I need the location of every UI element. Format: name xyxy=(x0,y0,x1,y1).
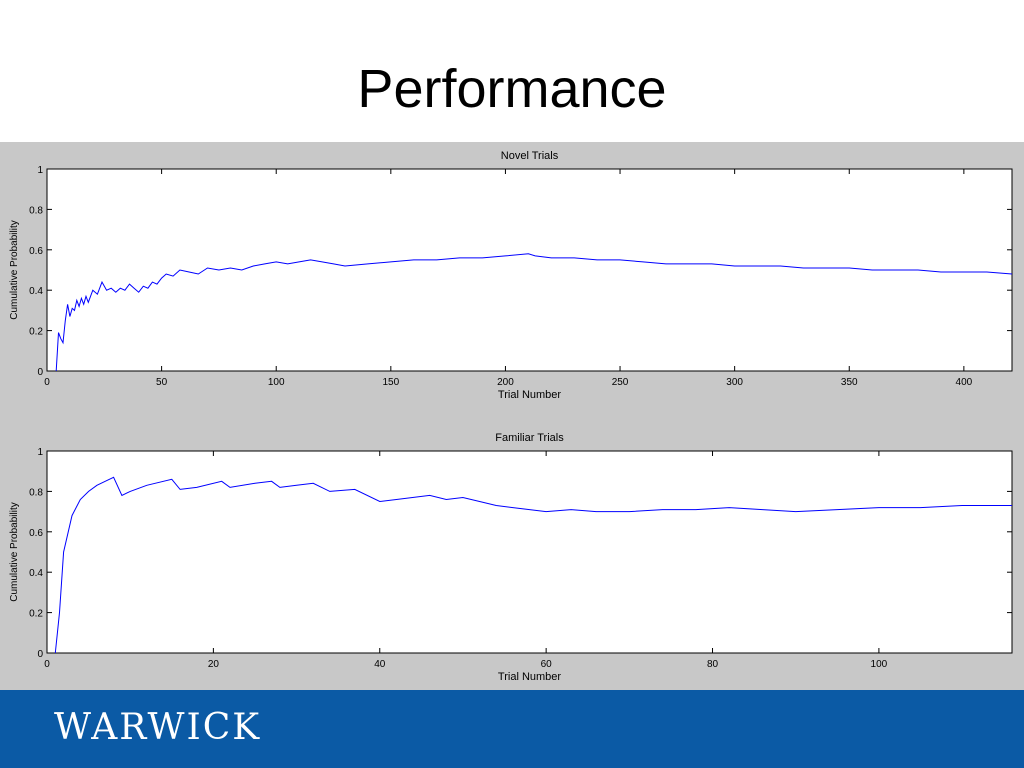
x-tick-label: 40 xyxy=(374,659,386,670)
y-axis-label: Cumulative Probability xyxy=(9,220,20,320)
plot-area xyxy=(46,168,1013,372)
x-tick-label: 100 xyxy=(871,659,888,670)
warwick-logo: WARWICK xyxy=(54,707,262,748)
x-tick-label: 80 xyxy=(707,659,719,670)
y-tick-label: 0.6 xyxy=(29,246,43,257)
x-tick-label: 400 xyxy=(956,377,973,388)
x-tick-label: 200 xyxy=(497,377,514,388)
y-tick-label: 0.6 xyxy=(29,528,43,539)
figure-panel: Novel Trials 0 50 100 150 200 250 300 350 400 0 0.2… xyxy=(0,142,1024,690)
x-tick-label: 250 xyxy=(612,377,629,388)
chart-title: Familiar Trials xyxy=(495,432,564,444)
y-axis-label: Cumulative Probability xyxy=(9,502,20,602)
series-line xyxy=(54,476,1012,654)
x-axis-label: Trial Number xyxy=(498,671,561,683)
x-tick-label: 50 xyxy=(156,377,168,388)
chart-title: Novel Trials xyxy=(501,150,559,162)
page-title: Performance xyxy=(357,59,667,119)
x-tick-label: 20 xyxy=(208,659,220,670)
y-tick-label: 0.8 xyxy=(29,487,43,498)
x-tick-label: 60 xyxy=(541,659,553,670)
footer-band: WARWICK xyxy=(0,690,1024,768)
y-tick-label: 0 xyxy=(37,367,43,378)
y-tick-label: 0.4 xyxy=(29,286,43,297)
series-line xyxy=(55,253,1013,372)
x-tick-label: 300 xyxy=(726,377,743,388)
x-tick-label: 0 xyxy=(44,659,50,670)
y-tick-label: 0.2 xyxy=(29,609,43,620)
y-tick-label: 1 xyxy=(37,447,43,458)
y-tick-label: 0.4 xyxy=(29,568,43,579)
y-tick-label: 0.8 xyxy=(29,205,43,216)
x-tick-label: 350 xyxy=(841,377,858,388)
plot-area xyxy=(46,450,1013,654)
x-tick-label: 0 xyxy=(44,377,50,388)
x-axis-label: Trial Number xyxy=(498,389,561,401)
x-tick-label: 100 xyxy=(268,377,285,388)
x-tick-label: 150 xyxy=(382,377,399,388)
y-tick-label: 0 xyxy=(37,649,43,660)
y-tick-label: 1 xyxy=(37,165,43,176)
y-tick-label: 0.2 xyxy=(29,327,43,338)
